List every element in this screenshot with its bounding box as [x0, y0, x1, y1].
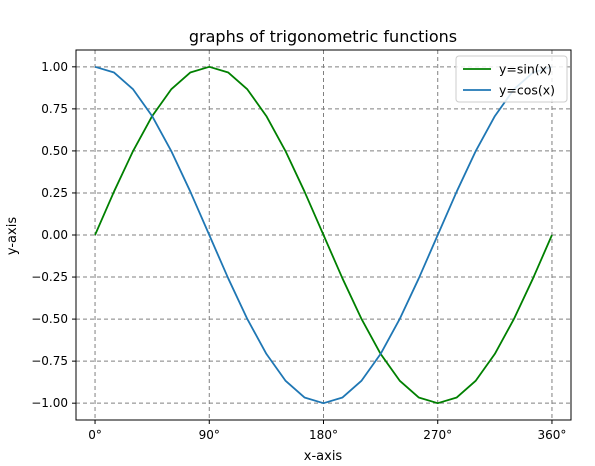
x-tick-label: 360° [538, 428, 567, 442]
series-line-ycosx [94, 65, 553, 405]
y-tick-label: 0.25 [41, 186, 68, 200]
x-axis-label: x-axis [304, 449, 343, 464]
x-tick-label: 90° [199, 428, 220, 442]
plot-lines [94, 65, 553, 405]
legend-label: y=sin(x) [499, 62, 552, 77]
chart-title: graphs of trigonometric functions [189, 27, 457, 46]
y-tick-label: −0.25 [31, 270, 68, 284]
y-axis-label: y-axis [5, 217, 20, 255]
y-tick-label: 1.00 [41, 60, 68, 74]
y-tick-label: 0.50 [41, 144, 68, 158]
series-line-ysinx [94, 65, 553, 405]
y-tick-label: −0.50 [31, 312, 68, 326]
y-ticks: 1.00 0.75 0.50 0.25 0.00 −0.25 −0.50 −0.75 −1.00 [31, 60, 76, 410]
x-ticks: 0° 90° 180° 270° 360° [88, 420, 566, 442]
y-tick-label: −0.75 [31, 354, 68, 368]
x-tick-label: 270° [423, 428, 452, 442]
y-tick-label: 0.00 [41, 228, 68, 242]
legend: y=sin(x) y=cos(x) [455, 55, 568, 103]
legend-label: y=cos(x) [499, 83, 555, 98]
x-tick-label: 180° [309, 428, 338, 442]
y-tick-label: 0.75 [41, 102, 68, 116]
x-tick-label: 0° [88, 428, 102, 442]
y-tick-label: −1.00 [31, 396, 68, 410]
